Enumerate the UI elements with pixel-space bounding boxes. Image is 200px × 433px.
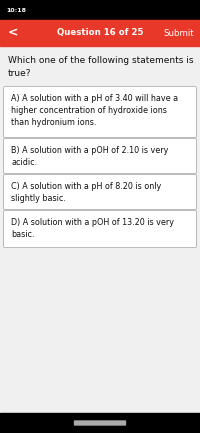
- Bar: [0, 413, 200, 433]
- Text: A) A solution with a pH of 3.40 will have a
higher concentration of hydroxide io: A) A solution with a pH of 3.40 will hav…: [11, 94, 178, 126]
- FancyBboxPatch shape: [4, 210, 196, 248]
- FancyBboxPatch shape: [4, 87, 196, 138]
- Text: Which one of the following statements is
true?: Which one of the following statements is…: [8, 56, 194, 78]
- Text: <: <: [8, 26, 18, 39]
- Text: Submit: Submit: [163, 29, 194, 38]
- Text: Question 16 of 25: Question 16 of 25: [57, 29, 143, 38]
- Bar: [0, 20, 200, 46]
- Text: B) A solution with a pOH of 2.10 is very
acidic.: B) A solution with a pOH of 2.10 is very…: [11, 146, 168, 167]
- FancyBboxPatch shape: [4, 139, 196, 174]
- FancyBboxPatch shape: [74, 421, 126, 425]
- Text: 10:18: 10:18: [6, 7, 26, 13]
- Text: C) A solution with a pH of 8.20 is only
slightly basic.: C) A solution with a pH of 8.20 is only …: [11, 182, 161, 203]
- Bar: [0, 0, 200, 20]
- Text: D) A solution with a pOH of 13.20 is very
basic.: D) A solution with a pOH of 13.20 is ver…: [11, 218, 174, 239]
- FancyBboxPatch shape: [4, 174, 196, 210]
